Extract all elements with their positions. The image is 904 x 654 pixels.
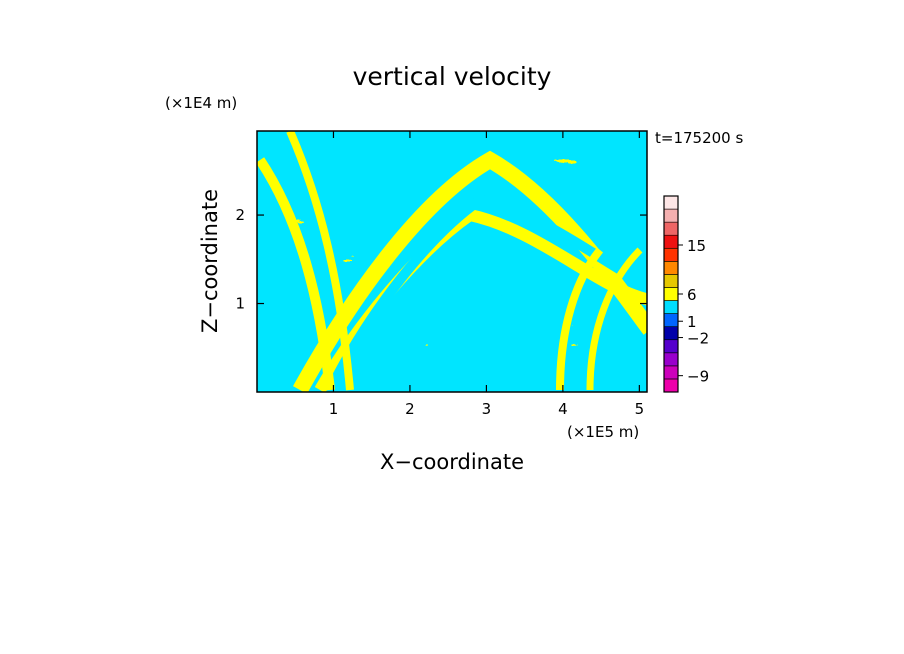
y-axis-label: Z−coordinate xyxy=(198,189,222,333)
colorbar: 15 6 1−2 −9 xyxy=(663,195,709,393)
colorbar-segment xyxy=(663,247,679,262)
x-axis-label: X−coordinate xyxy=(380,450,524,474)
x-axis: 1 2 3 4 5 xyxy=(329,131,644,418)
colorbar-segment xyxy=(663,208,679,223)
y-axis: 12 xyxy=(235,206,647,313)
y-unit-label: (×1E4 m) xyxy=(165,94,237,112)
colorbar-segment xyxy=(663,195,679,210)
plot-area xyxy=(256,130,648,393)
positive-wave-band xyxy=(286,131,354,391)
plot-frame xyxy=(256,130,648,393)
y-tick-label: 1 xyxy=(235,295,245,313)
colorbar-segment xyxy=(663,352,679,367)
colorbar-segment xyxy=(663,313,679,327)
x-unit-label: (×1E5 m) xyxy=(567,423,639,441)
x-tick-label: 5 xyxy=(635,400,645,418)
colorbar-label: 6 xyxy=(687,286,697,304)
colorbar-label: −2 xyxy=(687,330,709,348)
x-tick-label: 1 xyxy=(329,400,339,418)
x-tick-label: 2 xyxy=(405,400,415,418)
positive-wave-band xyxy=(293,150,647,392)
positive-wave-band xyxy=(586,247,643,391)
colorbar-segment xyxy=(663,339,679,354)
wave-bands xyxy=(257,131,647,392)
chart-title: vertical velocity xyxy=(353,62,552,91)
colorbar-label: −9 xyxy=(687,368,709,386)
colorbar-segment xyxy=(663,378,679,393)
colorbar-segment xyxy=(663,300,679,314)
x-tick-label: 4 xyxy=(558,400,568,418)
colorbar-label: 15 xyxy=(687,237,706,255)
positive-wave-band xyxy=(556,247,604,391)
positive-wave-band xyxy=(257,157,335,391)
colorbar-segment xyxy=(663,326,679,341)
colorbar-segment xyxy=(663,234,679,249)
colorbar-segment xyxy=(663,261,679,275)
colorbar-segment xyxy=(663,365,679,380)
colorbar-segment xyxy=(663,221,679,236)
colorbar-segment xyxy=(663,274,679,288)
x-tick-label: 3 xyxy=(482,400,492,418)
time-label: t=175200 s xyxy=(655,129,743,147)
negative-wave-band xyxy=(325,194,647,392)
colorbar-label: 1 xyxy=(687,313,697,331)
y-tick-label: 2 xyxy=(235,206,245,224)
negative-wave-band xyxy=(404,274,523,392)
colorbar-segment xyxy=(663,287,679,301)
